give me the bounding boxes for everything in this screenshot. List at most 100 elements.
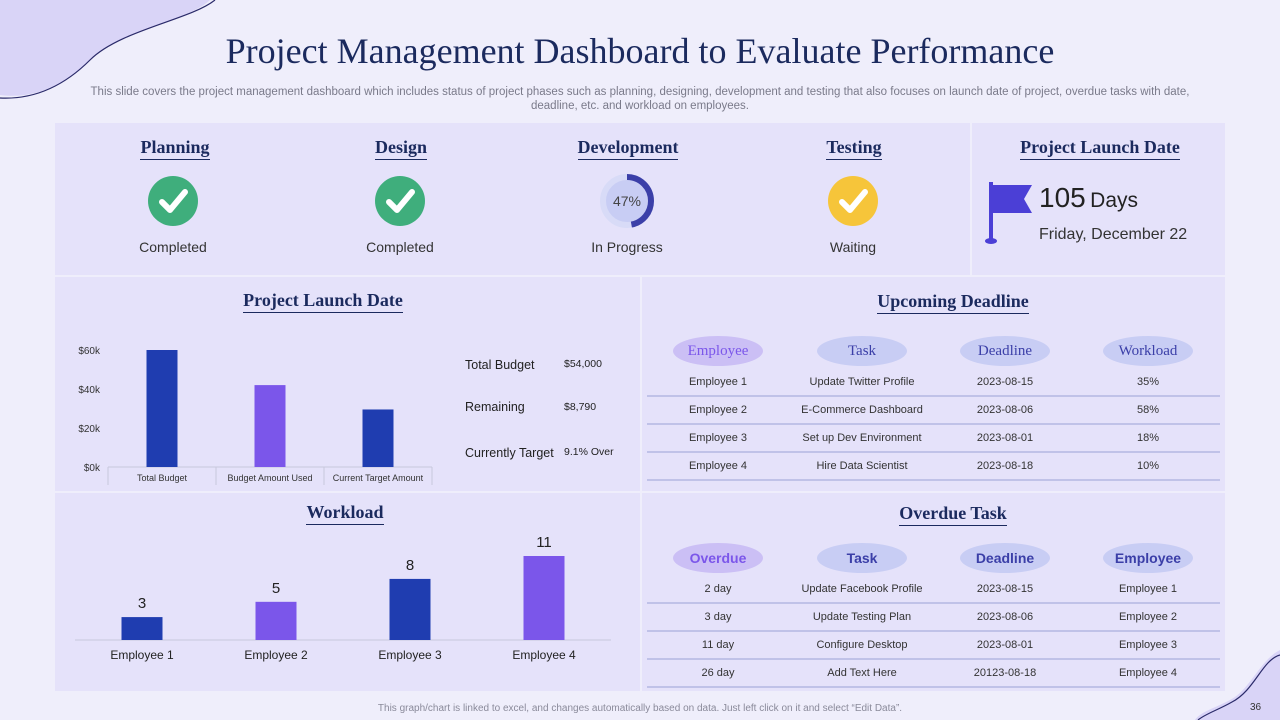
upcoming-cell: 18% [1136, 432, 1160, 444]
x-tick-label: Employee 4 [512, 648, 576, 662]
upcoming-cell: Set up Dev Environment [802, 432, 922, 444]
current-target-label: Currently Target [465, 446, 554, 460]
table-row-divider [647, 602, 1220, 604]
phase-heading-development: Development [548, 137, 708, 160]
workload-bar [121, 617, 163, 640]
upcoming-cell: 35% [1136, 376, 1160, 388]
overdue-cell: Employee 2 [1118, 611, 1178, 623]
x-tick-label: Employee 1 [110, 648, 174, 662]
upcoming-cell: Employee 4 [688, 460, 748, 472]
phases-panel [55, 123, 970, 275]
upcoming-cell: Employee 3 [688, 432, 748, 444]
development-progress-ring: 47% [600, 174, 654, 228]
upcoming-cell: E-Commerce Dashboard [801, 404, 923, 416]
testing-status: Waiting [829, 239, 877, 255]
testing-status-circle [828, 176, 878, 226]
workload-bar [523, 556, 565, 640]
upcoming-cell: Hire Data Scientist [816, 460, 908, 472]
upcoming-cell: Update Twitter Profile [809, 376, 915, 388]
upcoming-header-task: Task [817, 336, 907, 366]
y-tick-label: $20k [78, 424, 101, 435]
development-status: In Progress [591, 239, 663, 255]
x-tick-label: Employee 2 [244, 648, 308, 662]
page-number: 36 [1250, 702, 1262, 713]
budget-bar [254, 385, 286, 467]
budget-bar [146, 350, 178, 467]
y-tick-label: $0k [84, 463, 101, 474]
overdue-cell: Employee 1 [1118, 583, 1178, 595]
overdue-cell: 11 day [701, 639, 735, 651]
x-tick-label: Current Target Amount [333, 473, 424, 483]
overdue-header-employee: Employee [1103, 543, 1193, 573]
workload-heading: Workload [245, 502, 445, 525]
upcoming-cell: 58% [1136, 404, 1160, 416]
upcoming-deadline-panel [642, 277, 1225, 491]
overdue-cell: Employee 4 [1118, 667, 1178, 679]
overdue-cell: Update Facebook Profile [801, 583, 923, 595]
check-icon [839, 189, 868, 213]
overdue-cell: 2023-08-15 [976, 583, 1034, 595]
launch-days-unit: Days [1090, 189, 1139, 212]
budget-bar-chart: $0k $20k $40k $60k Total Budget Budget Amount… [78, 346, 433, 485]
budget-heading: Project Launch Date [203, 290, 443, 313]
workload-data-label: 5 [272, 580, 280, 597]
design-status-circle [375, 176, 425, 226]
upcoming-cell: 2023-08-15 [976, 376, 1034, 388]
workload-data-label: 11 [536, 534, 552, 551]
page-subtitle: This slide covers the project management… [90, 86, 1190, 112]
upcoming-header-deadline: Deadline [960, 336, 1050, 366]
flag-icon [985, 182, 1032, 244]
table-row-divider [647, 658, 1220, 660]
planning-status-circle [148, 176, 198, 226]
total-budget-value: $54,000 [564, 358, 602, 370]
table-row-divider [647, 686, 1220, 688]
overdue-cell: 2023-08-01 [976, 639, 1034, 651]
check-icon [159, 189, 188, 213]
overdue-task-heading: Overdue Task [843, 503, 1063, 526]
workload-bar-chart: 3 Employee 1 5 Employee 2 8 Employee 3 11 Emplo… [75, 534, 611, 662]
upcoming-cell: 10% [1136, 460, 1160, 472]
table-row-divider [647, 423, 1220, 425]
overdue-cell: Employee 3 [1118, 639, 1178, 651]
page-title: Project Management Dashboard to Evaluate… [225, 31, 1055, 71]
workload-data-label: 8 [406, 557, 414, 574]
table-row-divider [647, 479, 1220, 481]
launch-days-number: 105 [1039, 182, 1086, 213]
x-tick-label: Employee 3 [378, 648, 442, 662]
phase-heading-testing: Testing [774, 137, 934, 160]
table-row-divider [647, 630, 1220, 632]
launch-date-heading: Project Launch Date [990, 137, 1210, 160]
upcoming-deadline-heading: Upcoming Deadline [843, 291, 1063, 314]
design-status: Completed [366, 239, 434, 255]
table-row-divider [647, 395, 1220, 397]
upcoming-cell: 2023-08-18 [976, 460, 1034, 472]
overdue-cell: 3 day [704, 611, 732, 623]
workload-bar [389, 578, 431, 640]
development-percent: 47% [613, 193, 641, 209]
total-budget-label: Total Budget [465, 358, 535, 372]
overdue-cell: Add Text Here [827, 667, 897, 679]
check-icon [386, 189, 415, 213]
workload-data-label: 3 [138, 595, 146, 612]
overdue-cell: 20123-08-18 [973, 667, 1037, 679]
remaining-label: Remaining [465, 400, 525, 414]
remaining-value: $8,790 [564, 401, 597, 413]
overdue-header-overdue: Overdue [673, 543, 763, 573]
x-tick-label: Budget Amount Used [227, 473, 312, 483]
overdue-cell: 26 day [701, 667, 735, 679]
footer-note: This graph/chart is linked to excel, and… [377, 703, 903, 714]
upcoming-cell: 2023-08-06 [976, 404, 1034, 416]
phase-heading-design: Design [321, 137, 481, 160]
overdue-header-task: Task [817, 543, 907, 573]
y-tick-label: $60k [78, 346, 101, 357]
launch-date-value: Friday, December 22 [1039, 226, 1188, 243]
workload-bar [255, 601, 297, 640]
upcoming-header-employee: Employee [673, 336, 763, 366]
phase-heading-planning: Planning [95, 137, 255, 160]
y-tick-label: $40k [78, 385, 101, 396]
upcoming-cell: Employee 2 [688, 404, 748, 416]
budget-bar [362, 409, 394, 467]
upcoming-header-workload: Workload [1103, 336, 1193, 366]
overdue-cell: Update Testing Plan [812, 611, 912, 623]
x-tick-label: Total Budget [137, 473, 188, 483]
